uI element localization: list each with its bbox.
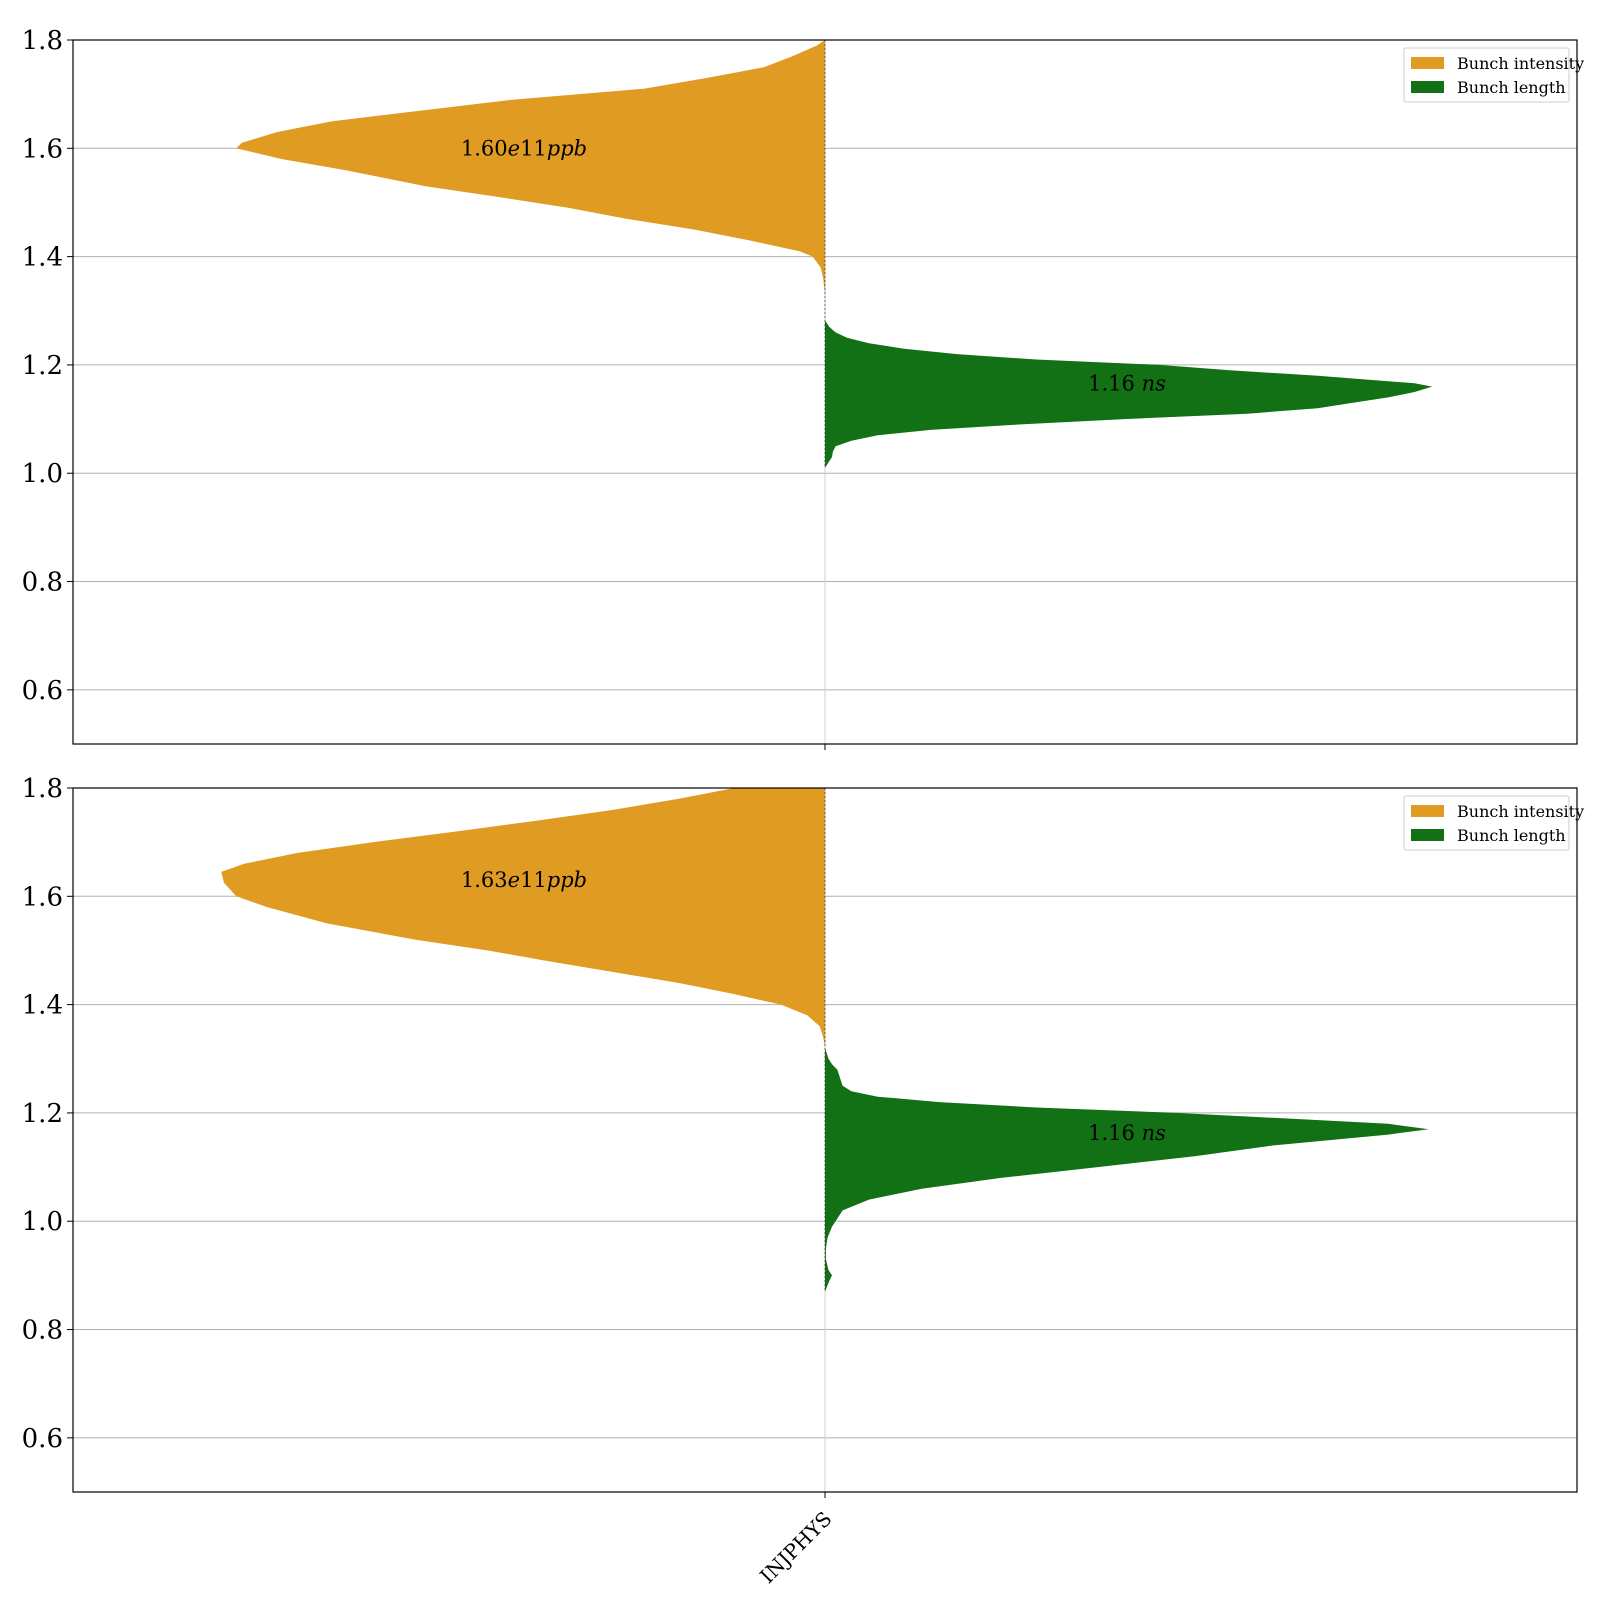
y-tick-label: 1.6 [22,134,63,164]
y-tick-label: 0.8 [22,568,63,598]
annotation-part: ns [1142,371,1167,395]
legend-box [1403,795,1570,851]
chart-panel-1: 0.6 0.8 1.0 1.2 1.4 1.6 1.8 1.60e11ppb 1.16 ns Bu… [22,26,1584,750]
chart-panel-2: 0.6 0.8 1.0 1.2 1.4 1.6 1.8 1.63e11ppb 1.16 ns Bu… [22,774,1585,1588]
length-annotation: 1.16 ns [1088,1121,1166,1145]
legend-label: Bunch intensity [1457,802,1584,821]
annotation-part: e [508,136,520,160]
violin-half-bunch-length [825,1047,1429,1292]
legend-swatch-intensity [1411,57,1444,69]
violin-half-bunch-length [825,321,1433,468]
legend-label: Bunch intensity [1457,54,1584,73]
y-tick-label: 1.4 [22,243,63,273]
intensity-annotation: 1.63e11ppb [461,868,587,892]
legend-label: Bunch length [1457,826,1566,845]
x-category-label: INJPHYS [755,1507,836,1588]
legend-swatch-length [1411,81,1444,93]
intensity-annotation: 1.60e11ppb [461,136,587,160]
annotation-part: 1.16 [1088,1121,1141,1145]
length-annotation: 1.16 ns [1088,371,1166,395]
y-tick-label: 1.8 [22,774,63,804]
legend-box [1403,47,1570,103]
annotation-part: e [508,868,520,892]
legend: Bunch intensity Bunch length [1403,795,1584,851]
annotation-part: 1.16 [1088,371,1141,395]
y-tick-label: 1.0 [22,459,63,489]
y-tick-label: 0.6 [22,676,63,706]
legend-swatch-intensity [1411,805,1444,817]
legend-label: Bunch length [1457,78,1566,97]
annotation-part: 1.63 [461,868,508,892]
annotation-part: ns [1142,1121,1167,1145]
annotation-part: 11 [520,136,547,160]
y-tick-label: 1.2 [22,1099,63,1129]
annotation-part: 11 [520,868,547,892]
y-tick-label: 1.0 [22,1207,63,1237]
annotation-part: ppb [547,868,587,892]
y-tick-label: 0.8 [22,1316,63,1346]
y-tick-label: 1.6 [22,882,63,912]
y-tick-label: 1.8 [22,26,63,56]
legend-swatch-length [1411,829,1444,841]
annotation-part: 1.60 [461,136,508,160]
y-tick-label: 1.2 [22,351,63,381]
legend: Bunch intensity Bunch length [1403,47,1584,103]
annotation-part: ppb [547,136,587,160]
violin-half-bunch-intensity [236,40,826,295]
y-tick-label: 0.6 [22,1424,63,1454]
y-tick-label: 1.4 [22,991,63,1021]
violin-half-bunch-intensity [221,788,826,1048]
